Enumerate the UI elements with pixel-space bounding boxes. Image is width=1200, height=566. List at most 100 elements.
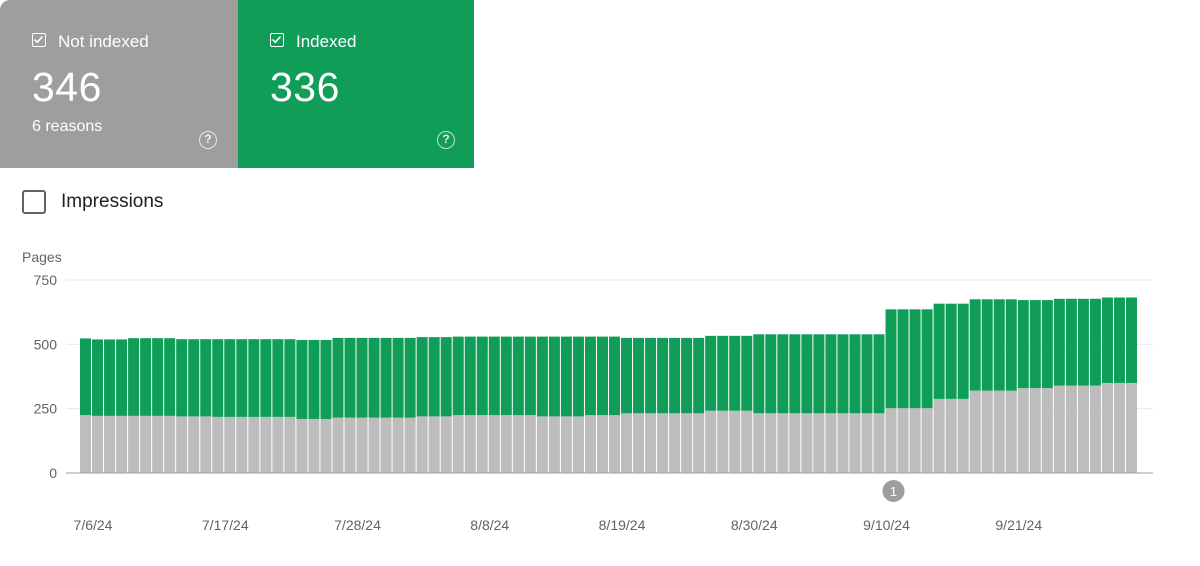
- bar-not-indexed: [572, 416, 584, 473]
- bar-not-indexed: [861, 413, 873, 473]
- bar-indexed: [885, 309, 897, 409]
- bar-indexed: [717, 335, 729, 411]
- bar-indexed: [488, 336, 500, 416]
- bar-indexed: [128, 338, 140, 416]
- bar-not-indexed: [416, 416, 428, 473]
- bar-indexed: [969, 299, 981, 391]
- bar-indexed: [765, 334, 777, 414]
- bar-not-indexed: [741, 410, 753, 473]
- bar-not-indexed: [176, 416, 188, 473]
- bar-not-indexed: [1005, 390, 1017, 473]
- y-axis-title: Pages: [22, 249, 62, 265]
- bar-not-indexed: [392, 417, 404, 473]
- bar-indexed: [176, 339, 188, 417]
- bar-indexed: [1077, 298, 1089, 386]
- bar-indexed: [296, 339, 308, 419]
- x-tick-label: 8/19/24: [599, 517, 646, 533]
- bar-not-indexed: [284, 416, 296, 473]
- bar-indexed: [236, 339, 248, 417]
- bar-indexed: [1101, 297, 1113, 383]
- bar-not-indexed: [548, 416, 560, 473]
- bar-not-indexed: [1101, 382, 1113, 473]
- x-tick-label: 7/28/24: [334, 517, 381, 533]
- bar-not-indexed: [789, 413, 801, 473]
- bar-not-indexed: [645, 413, 657, 473]
- bar-indexed: [633, 337, 645, 414]
- bar-indexed: [332, 337, 344, 418]
- bar-indexed: [320, 339, 332, 419]
- bar-not-indexed: [873, 413, 885, 473]
- bar-not-indexed: [584, 415, 596, 473]
- bar-indexed: [981, 299, 993, 391]
- bar-not-indexed: [512, 415, 524, 473]
- bar-indexed: [909, 309, 921, 409]
- bar-not-indexed: [200, 416, 212, 473]
- not-indexed-checkbox[interactable]: [32, 33, 46, 47]
- bar-not-indexed: [380, 417, 392, 473]
- bar-not-indexed: [801, 413, 813, 473]
- annotation-marker[interactable]: [882, 480, 905, 502]
- check-icon: [33, 35, 44, 44]
- bar-not-indexed: [428, 416, 440, 473]
- bar-indexed: [392, 337, 404, 418]
- bar-not-indexed: [633, 413, 645, 473]
- bar-indexed: [897, 309, 909, 409]
- bar-not-indexed: [356, 417, 368, 473]
- bar-not-indexed: [116, 415, 128, 473]
- bar-indexed: [1113, 297, 1125, 383]
- bar-not-indexed: [1125, 382, 1137, 473]
- bar-indexed: [1029, 300, 1041, 389]
- bar-not-indexed: [308, 418, 320, 473]
- bar-indexed: [464, 336, 476, 416]
- annotation-label: 1: [890, 484, 897, 499]
- bar-indexed: [933, 303, 945, 399]
- not-indexed-reasons: 6 reasons: [32, 118, 103, 135]
- not-indexed-label: Not indexed: [58, 32, 149, 51]
- x-tick-label: 8/8/24: [470, 517, 509, 533]
- indexed-checkbox[interactable]: [270, 33, 284, 47]
- bar-indexed: [404, 337, 416, 418]
- bar-not-indexed: [909, 408, 921, 473]
- bar-not-indexed: [248, 416, 260, 473]
- bar-indexed: [645, 337, 657, 414]
- help-icon[interactable]: ?: [437, 131, 455, 149]
- bar-indexed: [500, 336, 512, 416]
- bar-not-indexed: [933, 398, 945, 473]
- bar-not-indexed: [777, 413, 789, 473]
- bar-indexed: [512, 336, 524, 416]
- bar-not-indexed: [657, 413, 669, 473]
- bar-indexed: [596, 336, 608, 416]
- bar-not-indexed: [224, 416, 236, 473]
- bar-indexed: [188, 339, 200, 417]
- bar-not-indexed: [128, 415, 140, 473]
- x-tick-label: 8/30/24: [731, 517, 778, 533]
- help-icon[interactable]: ?: [199, 131, 217, 149]
- bar-indexed: [741, 335, 753, 411]
- bar-not-indexed: [104, 415, 116, 473]
- bar-not-indexed: [296, 418, 308, 473]
- bar-indexed: [572, 336, 584, 417]
- bar-indexed: [164, 338, 176, 416]
- y-tick-label: 0: [49, 465, 57, 481]
- impressions-checkbox[interactable]: [22, 190, 46, 214]
- bar-indexed: [260, 339, 272, 417]
- bar-not-indexed: [945, 398, 957, 473]
- bar-not-indexed: [849, 413, 861, 473]
- bar-not-indexed: [536, 416, 548, 473]
- bar-not-indexed: [609, 415, 621, 473]
- bar-indexed: [428, 337, 440, 417]
- bar-indexed: [957, 303, 969, 399]
- bar-indexed: [92, 339, 104, 416]
- bar-not-indexed: [753, 413, 765, 473]
- indexed-label: Indexed: [296, 32, 357, 51]
- bar-indexed: [801, 334, 813, 414]
- bar-not-indexed: [693, 413, 705, 473]
- bar-not-indexed: [164, 415, 176, 473]
- bar-indexed: [212, 339, 224, 417]
- indexed-card[interactable]: Indexed 336 ?: [238, 0, 474, 168]
- not-indexed-card[interactable]: Not indexed 346 6 reasons ?: [0, 0, 238, 168]
- bar-not-indexed: [621, 413, 633, 473]
- bar-not-indexed: [188, 416, 200, 473]
- bar-not-indexed: [500, 415, 512, 473]
